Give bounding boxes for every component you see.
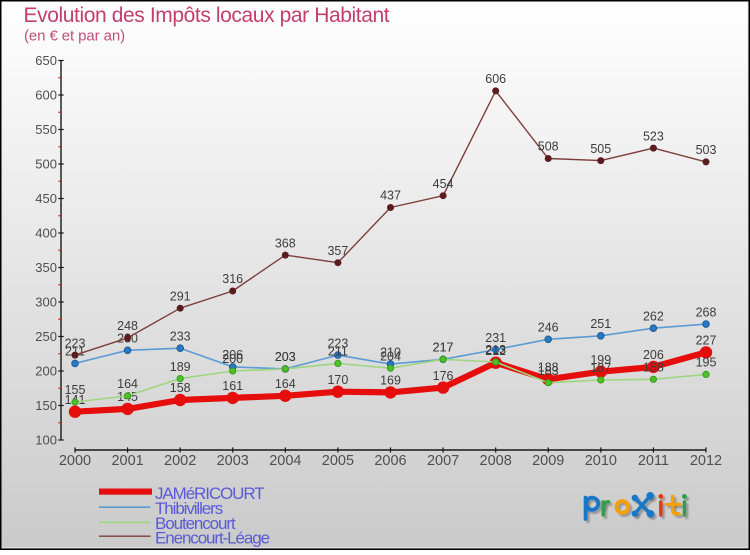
svg-text:170: 170 — [327, 373, 348, 387]
svg-text:206: 206 — [222, 348, 243, 362]
svg-text:550: 550 — [35, 122, 57, 137]
svg-text:523: 523 — [643, 129, 664, 143]
svg-text:217: 217 — [433, 341, 454, 355]
svg-text:176: 176 — [433, 369, 454, 383]
svg-text:155: 155 — [65, 383, 86, 397]
svg-text:505: 505 — [590, 142, 611, 156]
svg-text:2011: 2011 — [638, 453, 669, 469]
svg-text:2004: 2004 — [269, 453, 301, 469]
svg-text:JAMéRICOURT: JAMéRICOURT — [155, 484, 264, 503]
svg-text:2006: 2006 — [374, 453, 406, 469]
svg-text:262: 262 — [643, 309, 664, 323]
svg-text:250: 250 — [35, 329, 57, 344]
svg-text:268: 268 — [696, 305, 717, 319]
svg-text:199: 199 — [590, 353, 611, 367]
svg-text:211: 211 — [328, 345, 348, 359]
svg-text:300: 300 — [35, 295, 57, 310]
svg-text:(en € et par an): (en € et par an) — [24, 28, 125, 45]
svg-text:2012: 2012 — [690, 453, 722, 469]
svg-text:291: 291 — [170, 289, 191, 303]
svg-text:203: 203 — [275, 350, 296, 364]
svg-text:2008: 2008 — [480, 453, 512, 469]
svg-text:206: 206 — [643, 348, 664, 362]
svg-text:454: 454 — [433, 177, 454, 191]
svg-text:2007: 2007 — [427, 453, 459, 469]
svg-text:2005: 2005 — [322, 453, 354, 469]
svg-text:Enencourt-Léage: Enencourt-Léage — [155, 529, 270, 548]
svg-text:2010: 2010 — [585, 453, 617, 469]
svg-text:508: 508 — [538, 140, 559, 154]
svg-text:200: 200 — [222, 352, 243, 366]
svg-text:606: 606 — [485, 72, 506, 86]
svg-text:100: 100 — [35, 433, 57, 448]
svg-text:200: 200 — [35, 364, 57, 379]
svg-text:316: 316 — [222, 272, 243, 286]
svg-text:164: 164 — [275, 377, 296, 391]
svg-text:650: 650 — [35, 53, 57, 68]
svg-text:2009: 2009 — [532, 453, 564, 469]
svg-text:231: 231 — [485, 331, 506, 345]
svg-text:248: 248 — [117, 319, 138, 333]
svg-text:158: 158 — [170, 381, 191, 395]
svg-text:2001: 2001 — [111, 453, 143, 469]
svg-text:188: 188 — [643, 361, 664, 375]
svg-text:Boutencourt: Boutencourt — [155, 514, 236, 533]
svg-text:188: 188 — [538, 361, 559, 375]
svg-text:203: 203 — [275, 350, 296, 364]
svg-text:357: 357 — [327, 244, 348, 258]
svg-text:350: 350 — [35, 260, 57, 275]
svg-text:450: 450 — [35, 191, 57, 206]
svg-text:246: 246 — [538, 321, 559, 335]
svg-text:150: 150 — [35, 398, 57, 413]
svg-text:Thibivillers: Thibivillers — [155, 499, 223, 518]
svg-text:2000: 2000 — [59, 453, 91, 469]
svg-text:600: 600 — [35, 88, 57, 103]
svg-text:217: 217 — [433, 341, 454, 355]
svg-text:2003: 2003 — [217, 453, 249, 469]
svg-text:223: 223 — [65, 336, 86, 350]
svg-text:503: 503 — [696, 143, 717, 157]
svg-text:183: 183 — [538, 364, 559, 378]
svg-text:500: 500 — [35, 157, 57, 172]
svg-text:Evolution des Impôts locaux pa: Evolution des Impôts locaux par Habitant — [24, 4, 390, 27]
svg-text:227: 227 — [696, 334, 717, 348]
svg-text:368: 368 — [275, 236, 296, 250]
svg-text:400: 400 — [35, 226, 57, 241]
svg-text:187: 187 — [590, 361, 611, 375]
svg-text:164: 164 — [117, 377, 138, 391]
svg-text:233: 233 — [170, 329, 191, 343]
svg-text:251: 251 — [590, 317, 611, 331]
svg-text:189: 189 — [170, 360, 191, 374]
svg-text:2002: 2002 — [164, 453, 196, 469]
svg-text:210: 210 — [380, 345, 401, 359]
svg-text:204: 204 — [380, 349, 401, 363]
svg-text:213: 213 — [485, 343, 506, 357]
svg-text:195: 195 — [696, 356, 717, 370]
svg-text:211: 211 — [65, 345, 85, 359]
svg-text:437: 437 — [380, 189, 401, 203]
svg-text:161: 161 — [222, 379, 243, 393]
svg-text:223: 223 — [327, 336, 348, 350]
svg-text:169: 169 — [380, 374, 401, 388]
